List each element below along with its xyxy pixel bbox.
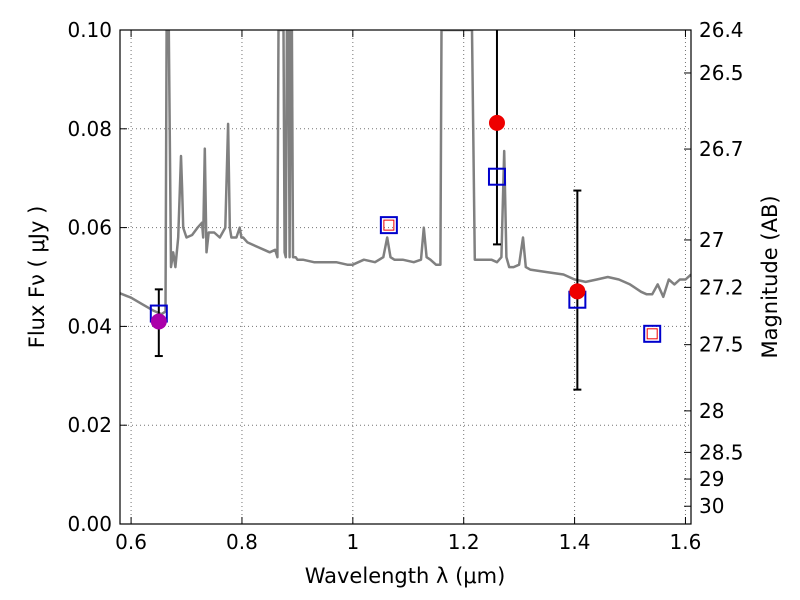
model-photometry-box: [379, 216, 398, 235]
observed-point: [569, 283, 586, 300]
y-tick-label: 0.06: [67, 216, 112, 240]
axis-labels: Wavelength λ (μm) Flux Fν ( μJy ) Magnit…: [25, 195, 782, 588]
x-tick-label: 1.4: [559, 530, 591, 554]
y-tick-label: 0.02: [67, 413, 112, 437]
axis-ticks: 0.6 0.8 1 1.2 1.4 1.6 0.00 0.02 0.04 0.06 0.08 0.10…: [67, 18, 743, 554]
x-axis-label: Wavelength λ (μm): [305, 564, 506, 588]
data-marks: [149, 30, 662, 391]
y-tick-label: 0.04: [67, 314, 112, 338]
model-photometry-box: [487, 167, 506, 186]
y-axis-label: Flux Fν ( μJy ): [25, 206, 49, 349]
model-spectrum: [120, 30, 691, 316]
spectrum-line: [120, 30, 691, 316]
model-photometry-inner-box: [383, 219, 395, 231]
x-tick-label: 0.6: [115, 530, 147, 554]
mag-tick-label: 27.2: [699, 275, 744, 299]
model-photometry-box: [643, 324, 662, 343]
x-tick-label: 1.2: [448, 530, 480, 554]
mag-tick-label: 28.5: [699, 440, 744, 464]
observed-point: [488, 114, 505, 131]
mag-tick-label: 27: [699, 228, 724, 252]
plot-frame: [119, 29, 692, 525]
mag-tick-label: 28: [699, 399, 724, 423]
x-tick-label: 1: [346, 530, 359, 554]
mag-tick-label: 26.4: [699, 18, 744, 42]
mag-tick-label: 26.5: [699, 61, 744, 85]
y-tick-label: 0.00: [67, 512, 112, 536]
mag-tick-label: 27.5: [699, 333, 744, 357]
model-photometry-inner-box: [646, 328, 658, 340]
mag-tick-label: 29: [699, 467, 724, 491]
mag-tick-label: 30: [699, 494, 724, 518]
y-tick-label: 0.08: [67, 117, 112, 141]
x-tick-label: 0.8: [226, 530, 258, 554]
y-tick-label: 0.10: [67, 18, 112, 42]
x-tick-label: 1.6: [670, 530, 702, 554]
y-axis-right-label: Magnitude (AB): [758, 195, 782, 358]
mag-tick-label: 26.7: [699, 137, 744, 161]
observed-point: [150, 313, 167, 330]
